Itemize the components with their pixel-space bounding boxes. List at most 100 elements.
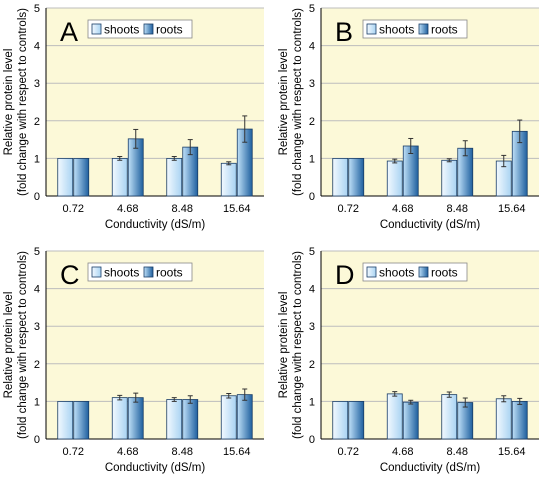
y-axis-label-line2: (fold change with respect to controls) xyxy=(17,8,29,196)
y-tick-label: 5 xyxy=(34,246,40,258)
bar-roots xyxy=(73,400,90,440)
bar-shoots xyxy=(57,400,74,440)
bar-shoots xyxy=(495,398,512,440)
y-tick-label: 3 xyxy=(34,321,40,333)
x-tick-label: 15.64 xyxy=(223,203,251,215)
bar-roots xyxy=(348,400,365,440)
panel-letter: B xyxy=(335,17,353,47)
y-axis-label-line2: (fold change with respect to controls) xyxy=(292,8,304,196)
x-tick-label: 15.64 xyxy=(223,446,251,458)
y-tick-label: 3 xyxy=(309,321,315,333)
y-tick-label: 2 xyxy=(34,359,40,371)
bar-roots xyxy=(73,157,90,197)
x-tick-label: 4.68 xyxy=(392,203,413,215)
bar-shoots xyxy=(386,393,403,440)
bar-shoots xyxy=(111,397,128,440)
y-tick-label: 0 xyxy=(309,191,315,203)
legend-box xyxy=(362,262,468,282)
y-tick-label: 3 xyxy=(34,78,40,90)
panel-letter: A xyxy=(60,17,78,47)
legend-swatch-shoots xyxy=(91,23,102,35)
x-tick-label: 4.68 xyxy=(117,446,138,458)
chart-a-svg: 0 1 2 3 4 5 0.72 4.68 8.48 15.64 Conductivity (dS/… xyxy=(3,3,264,231)
bar-shoots xyxy=(166,157,183,197)
y-tick-label: 4 xyxy=(309,41,315,53)
y-tick-label: 1 xyxy=(34,396,40,408)
bar-shoots xyxy=(166,399,183,440)
y-axis-label-line1: Relative protein level xyxy=(278,49,290,156)
bar-shoots xyxy=(220,395,237,440)
bar-shoots xyxy=(332,157,349,197)
legend-label-roots: roots xyxy=(156,23,183,37)
bar-shoots xyxy=(441,159,458,197)
chart-panel-a: 0 1 2 3 4 5 0.72 4.68 8.48 15.64 Conductivity (dS/… xyxy=(0,0,275,242)
x-axis-label: Conductivity (dS/m) xyxy=(380,462,481,474)
chart-panel-c: 0 1 2 3 4 5 0.72 4.68 8.48 15.64 Conductivity (dS/… xyxy=(0,243,275,485)
chart-panel-b: 0 1 2 3 4 5 0.72 4.68 8.48 15.64 Conductivity (dS/… xyxy=(275,0,550,242)
x-tick-label: 15.64 xyxy=(498,203,526,215)
chart-b-svg: 0 1 2 3 4 5 0.72 4.68 8.48 15.64 Conductivity (dS/… xyxy=(278,3,539,231)
bar-roots xyxy=(402,401,419,440)
y-axis-label-line2: (fold change with respect to controls) xyxy=(292,251,304,439)
legend-label-roots: roots xyxy=(431,266,458,280)
chart-d-svg: 0 1 2 3 4 5 0.72 4.68 8.48 15.64 Conductivity (dS/… xyxy=(278,246,539,474)
bar-roots xyxy=(348,157,365,197)
y-axis-label-line1: Relative protein level xyxy=(3,292,15,399)
y-tick-label: 0 xyxy=(34,434,40,446)
legend-label-shoots: shoots xyxy=(104,266,139,280)
legend-swatch-shoots xyxy=(91,266,102,278)
chart-c-svg: 0 1 2 3 4 5 0.72 4.68 8.48 15.64 Conductivity (dS/… xyxy=(3,246,264,474)
legend-swatch-roots xyxy=(143,23,154,35)
y-tick-label: 2 xyxy=(309,359,315,371)
y-tick-label: 4 xyxy=(34,41,40,53)
x-axis-label: Conductivity (dS/m) xyxy=(380,219,481,231)
y-axis-label-line2: (fold change with respect to controls) xyxy=(17,251,29,439)
x-tick-label: 0.72 xyxy=(338,446,359,458)
x-tick-label: 0.72 xyxy=(63,203,84,215)
y-tick-label: 1 xyxy=(34,153,40,165)
bar-shoots xyxy=(332,400,349,440)
x-tick-label: 15.64 xyxy=(498,446,526,458)
y-axis-label-line1: Relative protein level xyxy=(278,292,290,399)
legend-label-shoots: shoots xyxy=(104,23,139,37)
bar-shoots xyxy=(386,160,403,197)
x-axis-label: Conductivity (dS/m) xyxy=(105,219,206,231)
x-tick-label: 0.72 xyxy=(63,446,84,458)
legend-swatch-shoots xyxy=(366,266,377,278)
legend-swatch-roots xyxy=(143,266,154,278)
x-tick-label: 0.72 xyxy=(338,203,359,215)
x-tick-label: 4.68 xyxy=(117,203,138,215)
bar-shoots xyxy=(441,394,458,440)
x-tick-label: 8.48 xyxy=(447,203,468,215)
legend-swatch-roots xyxy=(418,266,429,278)
legend-swatch-roots xyxy=(418,23,429,35)
bar-shoots xyxy=(57,157,74,197)
x-tick-label: 8.48 xyxy=(447,446,468,458)
y-tick-label: 1 xyxy=(309,153,315,165)
y-tick-label: 5 xyxy=(309,3,315,15)
y-tick-label: 0 xyxy=(309,434,315,446)
legend-label-shoots: shoots xyxy=(379,266,414,280)
bar-shoots xyxy=(220,162,237,197)
y-tick-label: 5 xyxy=(34,3,40,15)
bar-roots xyxy=(457,402,474,440)
legend-label-shoots: shoots xyxy=(379,23,414,37)
y-tick-label: 2 xyxy=(309,116,315,128)
y-axis-label-line1: Relative protein level xyxy=(3,49,15,156)
bar-roots xyxy=(511,400,528,440)
y-tick-label: 2 xyxy=(34,116,40,128)
bar-shoots xyxy=(111,157,128,197)
bar-roots xyxy=(127,397,144,440)
y-tick-label: 3 xyxy=(309,78,315,90)
panel-letter: D xyxy=(335,260,355,290)
y-tick-label: 4 xyxy=(34,284,40,296)
panel-letter: C xyxy=(60,260,80,290)
bar-roots xyxy=(182,399,199,440)
y-tick-label: 4 xyxy=(309,284,315,296)
legend-box xyxy=(362,19,468,39)
x-tick-label: 4.68 xyxy=(392,446,413,458)
legend-box xyxy=(87,19,193,39)
x-tick-label: 8.48 xyxy=(172,446,193,458)
bar-roots xyxy=(236,394,253,440)
y-tick-label: 1 xyxy=(309,396,315,408)
